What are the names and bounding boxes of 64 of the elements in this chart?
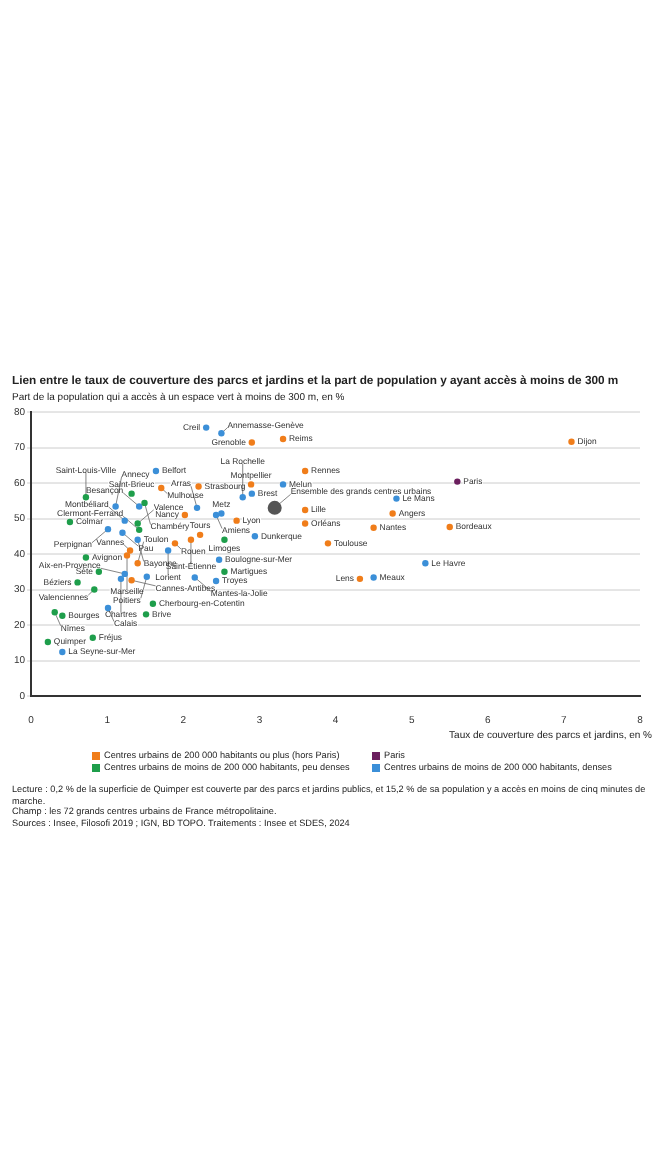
point <box>251 533 259 540</box>
point <box>393 495 400 502</box>
point <box>181 511 189 519</box>
point <box>142 611 150 618</box>
point <box>301 506 309 514</box>
point <box>134 520 141 527</box>
point <box>82 554 90 561</box>
point <box>187 536 195 543</box>
point <box>136 503 143 510</box>
point <box>112 503 119 510</box>
point <box>128 577 135 584</box>
point <box>95 568 103 575</box>
point <box>191 574 198 581</box>
point <box>212 577 220 585</box>
point <box>324 540 332 547</box>
point <box>195 483 202 490</box>
point <box>119 529 126 536</box>
point <box>356 575 364 583</box>
point <box>247 481 255 488</box>
point <box>218 510 225 517</box>
point <box>212 511 220 519</box>
point <box>134 560 141 567</box>
point <box>196 531 204 539</box>
point <box>279 481 287 488</box>
point <box>279 435 287 443</box>
point <box>193 504 201 512</box>
point <box>389 510 396 517</box>
point <box>422 560 429 567</box>
point <box>123 552 131 559</box>
point <box>301 467 309 475</box>
point <box>568 438 575 446</box>
point <box>117 575 125 583</box>
point <box>221 568 228 575</box>
point <box>44 638 52 646</box>
point <box>221 536 228 543</box>
point <box>104 525 112 533</box>
point <box>454 478 461 485</box>
point <box>59 612 66 619</box>
point <box>152 467 160 475</box>
point <box>446 523 453 531</box>
point <box>128 490 135 497</box>
point <box>143 573 151 580</box>
point <box>51 609 58 616</box>
point <box>370 574 377 581</box>
point <box>59 648 66 656</box>
point <box>301 520 309 527</box>
point <box>370 524 377 531</box>
point <box>149 600 157 607</box>
point <box>248 439 256 446</box>
point <box>267 500 282 515</box>
point <box>141 499 148 507</box>
point <box>233 517 240 524</box>
point <box>239 494 246 501</box>
point <box>66 518 74 526</box>
point <box>74 579 81 586</box>
point <box>134 536 141 543</box>
point <box>89 634 96 641</box>
point <box>121 517 128 524</box>
point <box>164 547 172 554</box>
point <box>248 490 256 497</box>
point <box>121 570 128 578</box>
point <box>136 526 143 534</box>
point <box>215 556 223 563</box>
point <box>202 424 210 431</box>
